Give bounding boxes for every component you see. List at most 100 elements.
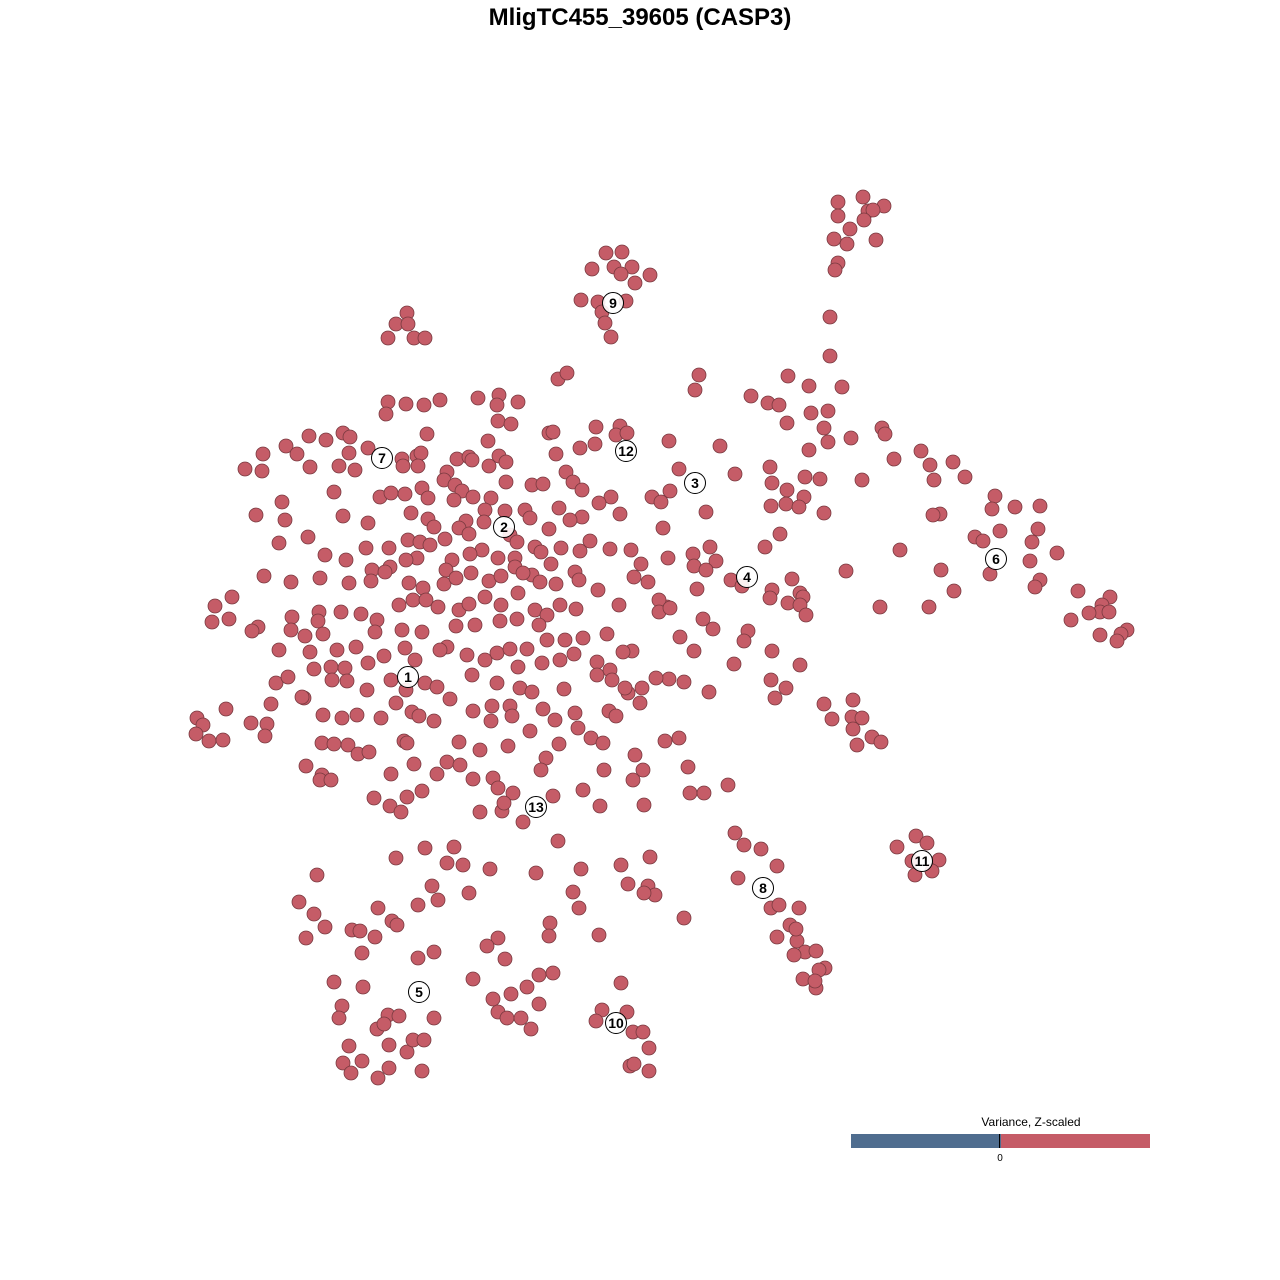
data-point	[682, 785, 698, 801]
data-point	[398, 396, 414, 412]
data-point	[437, 531, 453, 547]
data-point	[338, 552, 354, 568]
cluster-label-text: 10	[608, 1015, 624, 1031]
data-point	[797, 469, 813, 485]
data-point	[405, 592, 421, 608]
data-point	[485, 991, 501, 1007]
data-point	[587, 436, 603, 452]
data-point	[504, 708, 520, 724]
cluster-label-2: 2	[493, 516, 515, 538]
data-point	[496, 795, 512, 811]
data-point	[596, 762, 612, 778]
data-point	[448, 618, 464, 634]
data-point	[360, 655, 376, 671]
data-point	[459, 647, 475, 663]
data-point	[403, 505, 419, 521]
data-point	[383, 766, 399, 782]
data-point	[498, 474, 514, 490]
cluster-label-12: 12	[615, 440, 637, 462]
data-point	[845, 721, 861, 737]
data-point	[642, 849, 658, 865]
data-point	[426, 944, 442, 960]
data-point	[476, 514, 492, 530]
data-point	[839, 236, 855, 252]
data-point	[510, 585, 526, 601]
data-point	[484, 698, 500, 714]
cluster-label-10: 10	[605, 1012, 627, 1034]
data-point	[591, 495, 607, 511]
data-point	[248, 507, 264, 523]
data-point	[771, 397, 787, 413]
data-point	[588, 1013, 604, 1029]
data-point	[763, 672, 779, 688]
data-point	[572, 543, 588, 559]
data-point	[391, 1008, 407, 1024]
data-point	[945, 454, 961, 470]
data-point	[492, 613, 508, 629]
data-point	[856, 212, 872, 228]
data-point	[479, 938, 495, 954]
data-point	[603, 489, 619, 505]
data-point	[571, 572, 587, 588]
data-point	[575, 782, 591, 798]
data-point	[653, 494, 669, 510]
data-point	[531, 996, 547, 1012]
data-point	[574, 482, 590, 498]
data-point	[588, 419, 604, 435]
data-point	[406, 756, 422, 772]
cluster-label-text: 13	[528, 799, 544, 815]
data-point	[483, 713, 499, 729]
color-scale-zero-tick	[999, 1134, 1000, 1148]
data-point	[432, 392, 448, 408]
data-point	[298, 758, 314, 774]
cluster-label-13: 13	[525, 796, 547, 818]
data-point	[414, 783, 430, 799]
data-point	[827, 262, 843, 278]
data-point	[551, 736, 567, 752]
data-point	[672, 629, 688, 645]
data-point	[490, 550, 506, 566]
data-point	[414, 624, 430, 640]
data-point	[925, 507, 941, 523]
data-point	[358, 540, 374, 556]
data-point	[298, 930, 314, 946]
data-point	[778, 496, 794, 512]
cluster-label-text: 12	[618, 443, 634, 459]
data-point	[1007, 499, 1023, 515]
data-point	[300, 529, 316, 545]
data-point	[764, 643, 780, 659]
data-point	[726, 656, 742, 672]
data-point	[360, 440, 376, 456]
data-point	[398, 552, 414, 568]
cluster-label-circle	[397, 666, 419, 688]
data-point	[792, 657, 808, 673]
data-point	[502, 641, 518, 657]
data-point	[418, 592, 434, 608]
data-point	[820, 403, 836, 419]
data-point	[921, 599, 937, 615]
data-point	[472, 742, 488, 758]
data-point	[318, 432, 334, 448]
data-point	[553, 540, 569, 556]
data-point	[913, 443, 929, 459]
data-point	[877, 426, 893, 442]
data-point	[816, 420, 832, 436]
data-point	[788, 921, 804, 937]
data-point	[541, 521, 557, 537]
cluster-label-text: 3	[691, 475, 699, 491]
cluster-label-text: 9	[609, 295, 617, 311]
data-point	[522, 510, 538, 526]
data-point	[464, 452, 480, 468]
data-point	[1109, 633, 1125, 649]
data-point	[255, 446, 271, 462]
data-point	[571, 900, 587, 916]
data-point	[207, 598, 223, 614]
data-point	[573, 292, 589, 308]
data-point	[523, 1021, 539, 1037]
data-point	[439, 855, 455, 871]
data-point	[218, 701, 234, 717]
data-point	[391, 597, 407, 613]
cluster-label-6: 6	[985, 548, 1007, 570]
data-point	[315, 626, 331, 642]
